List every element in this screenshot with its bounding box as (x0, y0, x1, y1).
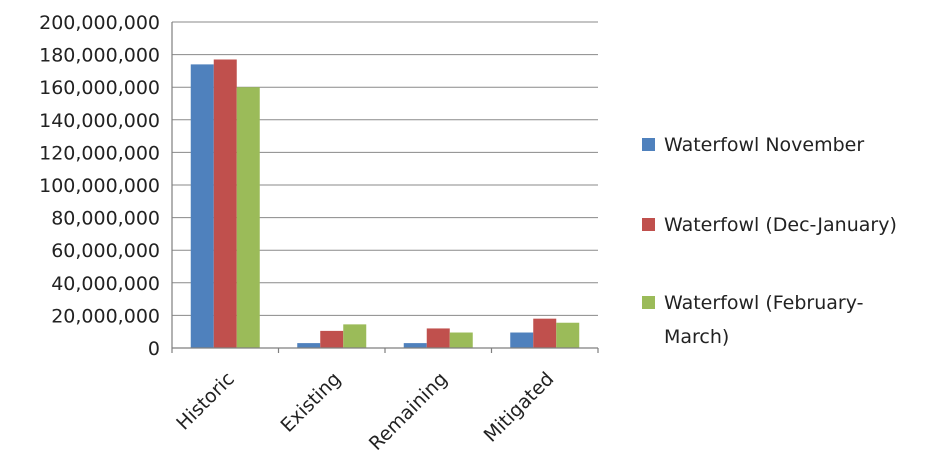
y-axis-tick-labels: 0 20,000,000 40,000,000 60,000,000 80,000,00… (39, 12, 160, 360)
bar-remaining-series-3 (449, 332, 473, 348)
y-tick-label: 140,000,000 (39, 110, 160, 132)
y-tick-label: 200,000,000 (39, 12, 160, 34)
bar-mitigated-series-3 (556, 322, 580, 348)
legend-label: Waterfowl (Dec-January) (664, 214, 897, 236)
legend-swatch (642, 138, 655, 151)
legend-label: Waterfowl (February- (664, 292, 863, 314)
bar-historic-series-1 (190, 64, 214, 348)
y-tick-label: 80,000,000 (51, 208, 160, 230)
x-category-label: Mitigated (480, 368, 559, 447)
axes (171, 22, 599, 353)
bar-existing-series-2 (320, 330, 344, 348)
bars (190, 59, 580, 349)
x-axis-category-labels: Historic Existing Remaining Mitigated (172, 368, 558, 455)
bar-remaining-series-1 (403, 343, 427, 348)
legend-label: March) (664, 326, 729, 348)
bar-existing-series-3 (343, 324, 367, 348)
x-category-label: Existing (277, 368, 346, 437)
y-tick-label: 60,000,000 (51, 240, 160, 262)
y-tick-label: 180,000,000 (39, 45, 160, 67)
y-tick-label: 40,000,000 (51, 273, 160, 295)
y-tick-label: 20,000,000 (51, 305, 160, 327)
bar-remaining-series-2 (426, 328, 450, 348)
bar-historic-series-3 (236, 87, 260, 348)
legend: Waterfowl November Waterfowl (Dec-January… (642, 134, 897, 348)
y-tick-label: 120,000,000 (39, 142, 160, 164)
y-tick-label: 0 (148, 338, 160, 360)
bar-mitigated-series-2 (533, 318, 557, 348)
x-category-label: Remaining (365, 368, 452, 455)
x-category-label: Historic (172, 368, 239, 435)
y-tick-label: 100,000,000 (39, 175, 160, 197)
legend-label: Waterfowl November (664, 134, 864, 156)
y-tick-label: 160,000,000 (39, 77, 160, 99)
legend-swatch (642, 218, 655, 231)
bar-mitigated-series-1 (510, 332, 534, 348)
bar-historic-series-2 (213, 59, 237, 349)
bar-existing-series-1 (297, 343, 321, 348)
legend-swatch (642, 296, 655, 309)
